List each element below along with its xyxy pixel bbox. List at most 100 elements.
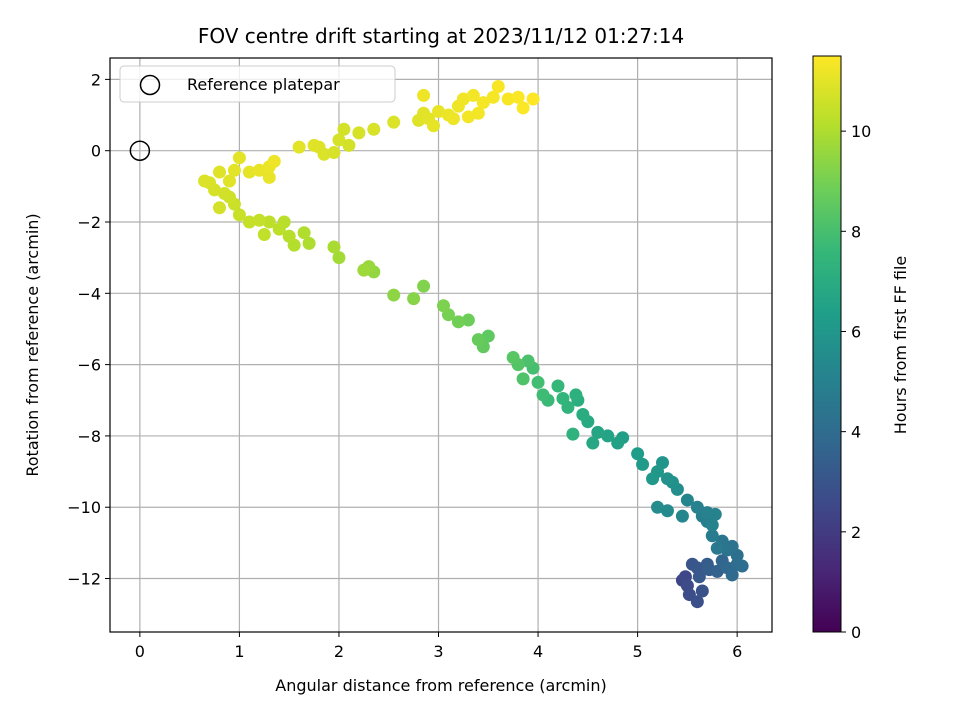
legend-entry-reference-platepar: Reference platepar bbox=[187, 75, 340, 94]
data-point bbox=[536, 388, 550, 402]
data-point bbox=[481, 329, 495, 343]
x-tick-label: 6 bbox=[732, 642, 742, 661]
x-tick-label: 1 bbox=[234, 642, 244, 661]
x-tick-label: 3 bbox=[433, 642, 443, 661]
data-point bbox=[516, 372, 530, 386]
data-point bbox=[591, 425, 605, 439]
data-point bbox=[631, 447, 645, 461]
colorbar-ticks: 0 2 4 6 8 10 bbox=[841, 122, 871, 642]
data-point bbox=[217, 186, 231, 200]
data-point bbox=[257, 227, 271, 241]
data-point bbox=[232, 151, 246, 165]
data-point bbox=[232, 208, 246, 222]
data-point bbox=[491, 80, 505, 94]
data-point bbox=[708, 507, 722, 521]
y-tick-label: −4 bbox=[77, 284, 101, 303]
y-tick-label: −12 bbox=[67, 570, 101, 589]
data-point bbox=[252, 163, 266, 177]
data-point bbox=[690, 500, 704, 514]
data-point bbox=[675, 509, 689, 523]
data-point bbox=[695, 584, 709, 598]
y-tick-label: −2 bbox=[77, 213, 101, 232]
data-point bbox=[569, 388, 583, 402]
x-tick-label: 4 bbox=[533, 642, 543, 661]
colorbar-tick-label: 0 bbox=[851, 623, 861, 642]
x-tick-label: 2 bbox=[334, 642, 344, 661]
data-point bbox=[407, 292, 421, 306]
data-point bbox=[417, 279, 431, 293]
data-point bbox=[327, 145, 341, 159]
data-point bbox=[710, 564, 724, 578]
chart-title: FOV centre drift starting at 2023/11/12 … bbox=[198, 24, 684, 48]
y-axis-label: Rotation from reference (arcmin) bbox=[23, 213, 42, 476]
data-point bbox=[282, 229, 296, 243]
data-point bbox=[526, 92, 540, 106]
data-point bbox=[551, 379, 565, 393]
plot-frame bbox=[109, 57, 773, 633]
data-point bbox=[705, 518, 719, 532]
data-point bbox=[466, 88, 480, 102]
data-point bbox=[725, 568, 739, 582]
data-point bbox=[332, 251, 346, 265]
data-point bbox=[267, 154, 281, 168]
data-point bbox=[242, 215, 256, 229]
data-point bbox=[262, 215, 276, 229]
data-point bbox=[446, 112, 460, 126]
y-tick-label: 2 bbox=[91, 70, 101, 89]
data-point bbox=[317, 147, 331, 161]
data-point bbox=[213, 201, 227, 215]
colorbar-tick-label: 2 bbox=[851, 523, 861, 542]
data-point bbox=[471, 333, 485, 347]
y-axis-ticks: 2 0 −2 −4 −6 −8 −10 −12 bbox=[67, 70, 110, 589]
data-point bbox=[342, 138, 356, 152]
y-tick-label: −8 bbox=[77, 427, 101, 446]
data-point bbox=[501, 92, 515, 106]
data-point bbox=[476, 96, 490, 110]
y-tick-label: −6 bbox=[77, 356, 101, 375]
data-point bbox=[213, 165, 227, 179]
data-point bbox=[198, 174, 212, 188]
data-point bbox=[227, 163, 241, 177]
y-tick-label: 0 bbox=[91, 142, 101, 161]
data-point bbox=[262, 170, 276, 184]
data-point bbox=[690, 595, 704, 609]
data-point bbox=[367, 122, 381, 136]
data-point bbox=[387, 115, 401, 129]
data-point bbox=[427, 119, 441, 133]
data-point bbox=[660, 472, 674, 486]
y-tick-label: −10 bbox=[67, 498, 101, 517]
data-point bbox=[242, 165, 256, 179]
data-point bbox=[337, 122, 351, 136]
data-point bbox=[436, 299, 450, 313]
data-point bbox=[461, 110, 475, 124]
data-point bbox=[566, 427, 580, 441]
x-tick-label: 5 bbox=[633, 642, 643, 661]
data-point bbox=[511, 90, 525, 104]
data-points bbox=[198, 80, 749, 609]
legend-reference-marker bbox=[139, 74, 161, 96]
colorbar-tick-label: 6 bbox=[851, 322, 861, 341]
data-point bbox=[297, 226, 311, 240]
data-point bbox=[636, 457, 650, 471]
data-point bbox=[432, 104, 446, 118]
legend: Reference platepar bbox=[119, 65, 396, 103]
grid-lines bbox=[110, 58, 772, 632]
data-point bbox=[516, 101, 530, 115]
data-point bbox=[302, 236, 316, 250]
legend-box bbox=[119, 65, 396, 103]
data-point bbox=[506, 350, 520, 364]
reference-marker bbox=[129, 140, 151, 161]
data-point bbox=[417, 88, 431, 102]
data-point bbox=[680, 493, 694, 507]
data-point bbox=[586, 436, 600, 450]
data-point bbox=[327, 240, 341, 254]
data-point bbox=[735, 559, 749, 573]
x-axis-ticks: 0 1 2 3 4 5 6 bbox=[135, 632, 742, 661]
data-point bbox=[456, 92, 470, 106]
data-point bbox=[352, 126, 366, 140]
data-point bbox=[646, 472, 660, 486]
data-point bbox=[252, 213, 266, 227]
data-point bbox=[692, 570, 706, 584]
colorbar: 0 2 4 6 8 10 Hours from first FF file bbox=[812, 55, 910, 642]
data-point bbox=[601, 429, 615, 443]
